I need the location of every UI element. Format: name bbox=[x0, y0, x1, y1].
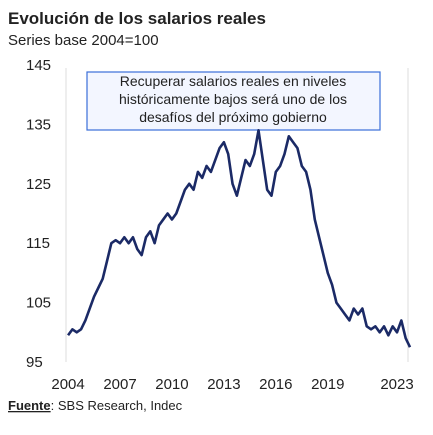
y-tick-label: 105 bbox=[26, 295, 51, 312]
annotation: desafíos del próximo gobierno bbox=[139, 109, 327, 125]
chart-title: Evolución de los salarios reales bbox=[8, 9, 266, 28]
source-text: : SBS Research, Indec bbox=[51, 398, 183, 413]
y-tick-label: 125 bbox=[26, 176, 51, 193]
x-tick-label: 2007 bbox=[103, 376, 136, 393]
y-tick-label: 135 bbox=[26, 116, 51, 133]
annotation: históricamente bajos será uno de los bbox=[119, 91, 347, 107]
y-tick-label: 115 bbox=[26, 235, 50, 252]
x-tick-label: 2010 bbox=[155, 376, 188, 393]
annotation-box bbox=[86, 71, 381, 131]
x-tick-label: 2004 bbox=[51, 376, 84, 393]
x-tick-label: 2019 bbox=[311, 376, 344, 393]
source: Fuente: SBS Research, Indec bbox=[8, 398, 183, 413]
x-tick-label: 2023 bbox=[380, 376, 413, 393]
line-series bbox=[67, 129, 412, 348]
x-tick-label: 2016 bbox=[259, 376, 292, 393]
chart-subtitle: Series base 2004=100 bbox=[8, 32, 159, 49]
source-label: Fuente bbox=[8, 398, 51, 413]
x-tick-label: 2013 bbox=[207, 376, 240, 393]
y-tick-label: 145 bbox=[26, 57, 51, 74]
y-tick-label: 95 bbox=[26, 354, 43, 371]
annotation: Recuperar salarios reales en niveles bbox=[120, 73, 346, 89]
